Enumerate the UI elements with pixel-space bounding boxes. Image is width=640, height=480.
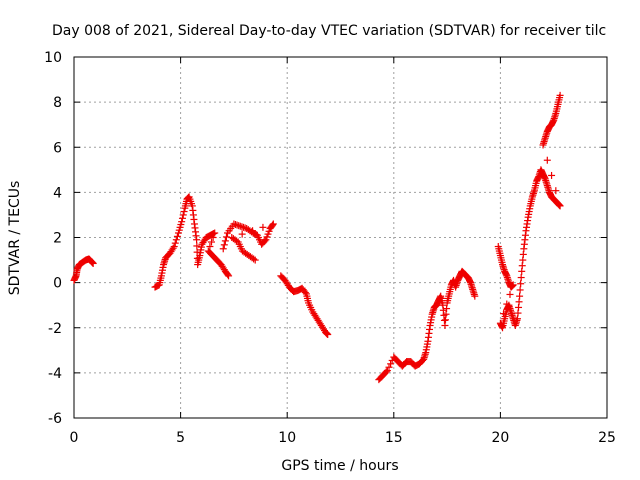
- data-point: [516, 292, 524, 300]
- data-point: [556, 202, 564, 210]
- data-point: [517, 274, 525, 282]
- data-point: [259, 223, 267, 231]
- x-tick-label: 5: [176, 430, 185, 446]
- data-point: [506, 290, 514, 298]
- data-point: [543, 156, 551, 164]
- x-tick-label: 10: [278, 430, 296, 446]
- data-point: [225, 272, 233, 280]
- data-point: [261, 237, 269, 245]
- grid-lines: [74, 57, 607, 418]
- data-point: [238, 230, 246, 238]
- y-tick-labels: -6 -4 -2 0 2 4 6 8 10: [44, 50, 62, 427]
- data-point: [211, 229, 219, 237]
- data-point: [193, 236, 201, 244]
- data-point: [250, 255, 258, 263]
- x-tick-labels: 0 5 10 15 20 25: [70, 430, 616, 446]
- data-point: [249, 227, 257, 235]
- data-point: [509, 281, 517, 289]
- data-point: [221, 237, 229, 245]
- data-point: [471, 292, 479, 300]
- y-tick-label: 0: [53, 276, 62, 292]
- data-point: [556, 91, 564, 99]
- data-point: [269, 220, 277, 228]
- data-point: [172, 236, 180, 244]
- data-point: [170, 243, 178, 251]
- y-tick-label: -4: [48, 366, 62, 382]
- data-point: [209, 234, 217, 241]
- x-axis-label: GPS time / hours: [281, 458, 398, 474]
- x-tick-label: 20: [491, 430, 509, 446]
- data-point: [219, 245, 227, 253]
- data-point: [516, 286, 524, 294]
- data-point: [193, 242, 201, 250]
- data-point: [269, 221, 277, 229]
- data-point: [180, 208, 188, 216]
- data-point: [552, 187, 560, 195]
- data-point: [385, 363, 393, 371]
- y-axis-label: SDTVAR / TECUs: [7, 181, 23, 296]
- data-point: [517, 280, 525, 288]
- data-point: [208, 238, 216, 246]
- data-point: [173, 232, 181, 240]
- data-point: [89, 259, 97, 267]
- axis-ticks: [73, 56, 608, 419]
- x-tick-label: 15: [385, 430, 403, 446]
- x-tick-label: 25: [598, 430, 616, 446]
- y-tick-label: -6: [48, 411, 62, 427]
- data-point: [251, 256, 259, 264]
- data-point: [171, 239, 179, 247]
- data-point: [301, 288, 309, 296]
- chart-title: Day 008 of 2021, Sidereal Day-to-day VTE…: [52, 23, 606, 39]
- data-point: [178, 218, 186, 226]
- data-point: [220, 241, 228, 249]
- data-points: [70, 91, 564, 384]
- data-point: [179, 211, 187, 219]
- data-point: [224, 271, 232, 279]
- y-tick-label: 4: [53, 185, 62, 201]
- data-point: [548, 171, 556, 179]
- data-point: [169, 244, 177, 252]
- data-point: [383, 367, 391, 375]
- data-point: [387, 360, 395, 368]
- y-tick-label: 6: [53, 140, 62, 156]
- y-tick-label: 10: [44, 50, 62, 66]
- x-tick-label: 0: [70, 430, 79, 446]
- data-point: [382, 368, 390, 376]
- y-tick-label: -2: [48, 321, 62, 337]
- data-point: [178, 214, 186, 222]
- y-tick-label: 2: [53, 231, 62, 247]
- data-point: [324, 331, 332, 339]
- y-tick-label: 8: [53, 95, 62, 111]
